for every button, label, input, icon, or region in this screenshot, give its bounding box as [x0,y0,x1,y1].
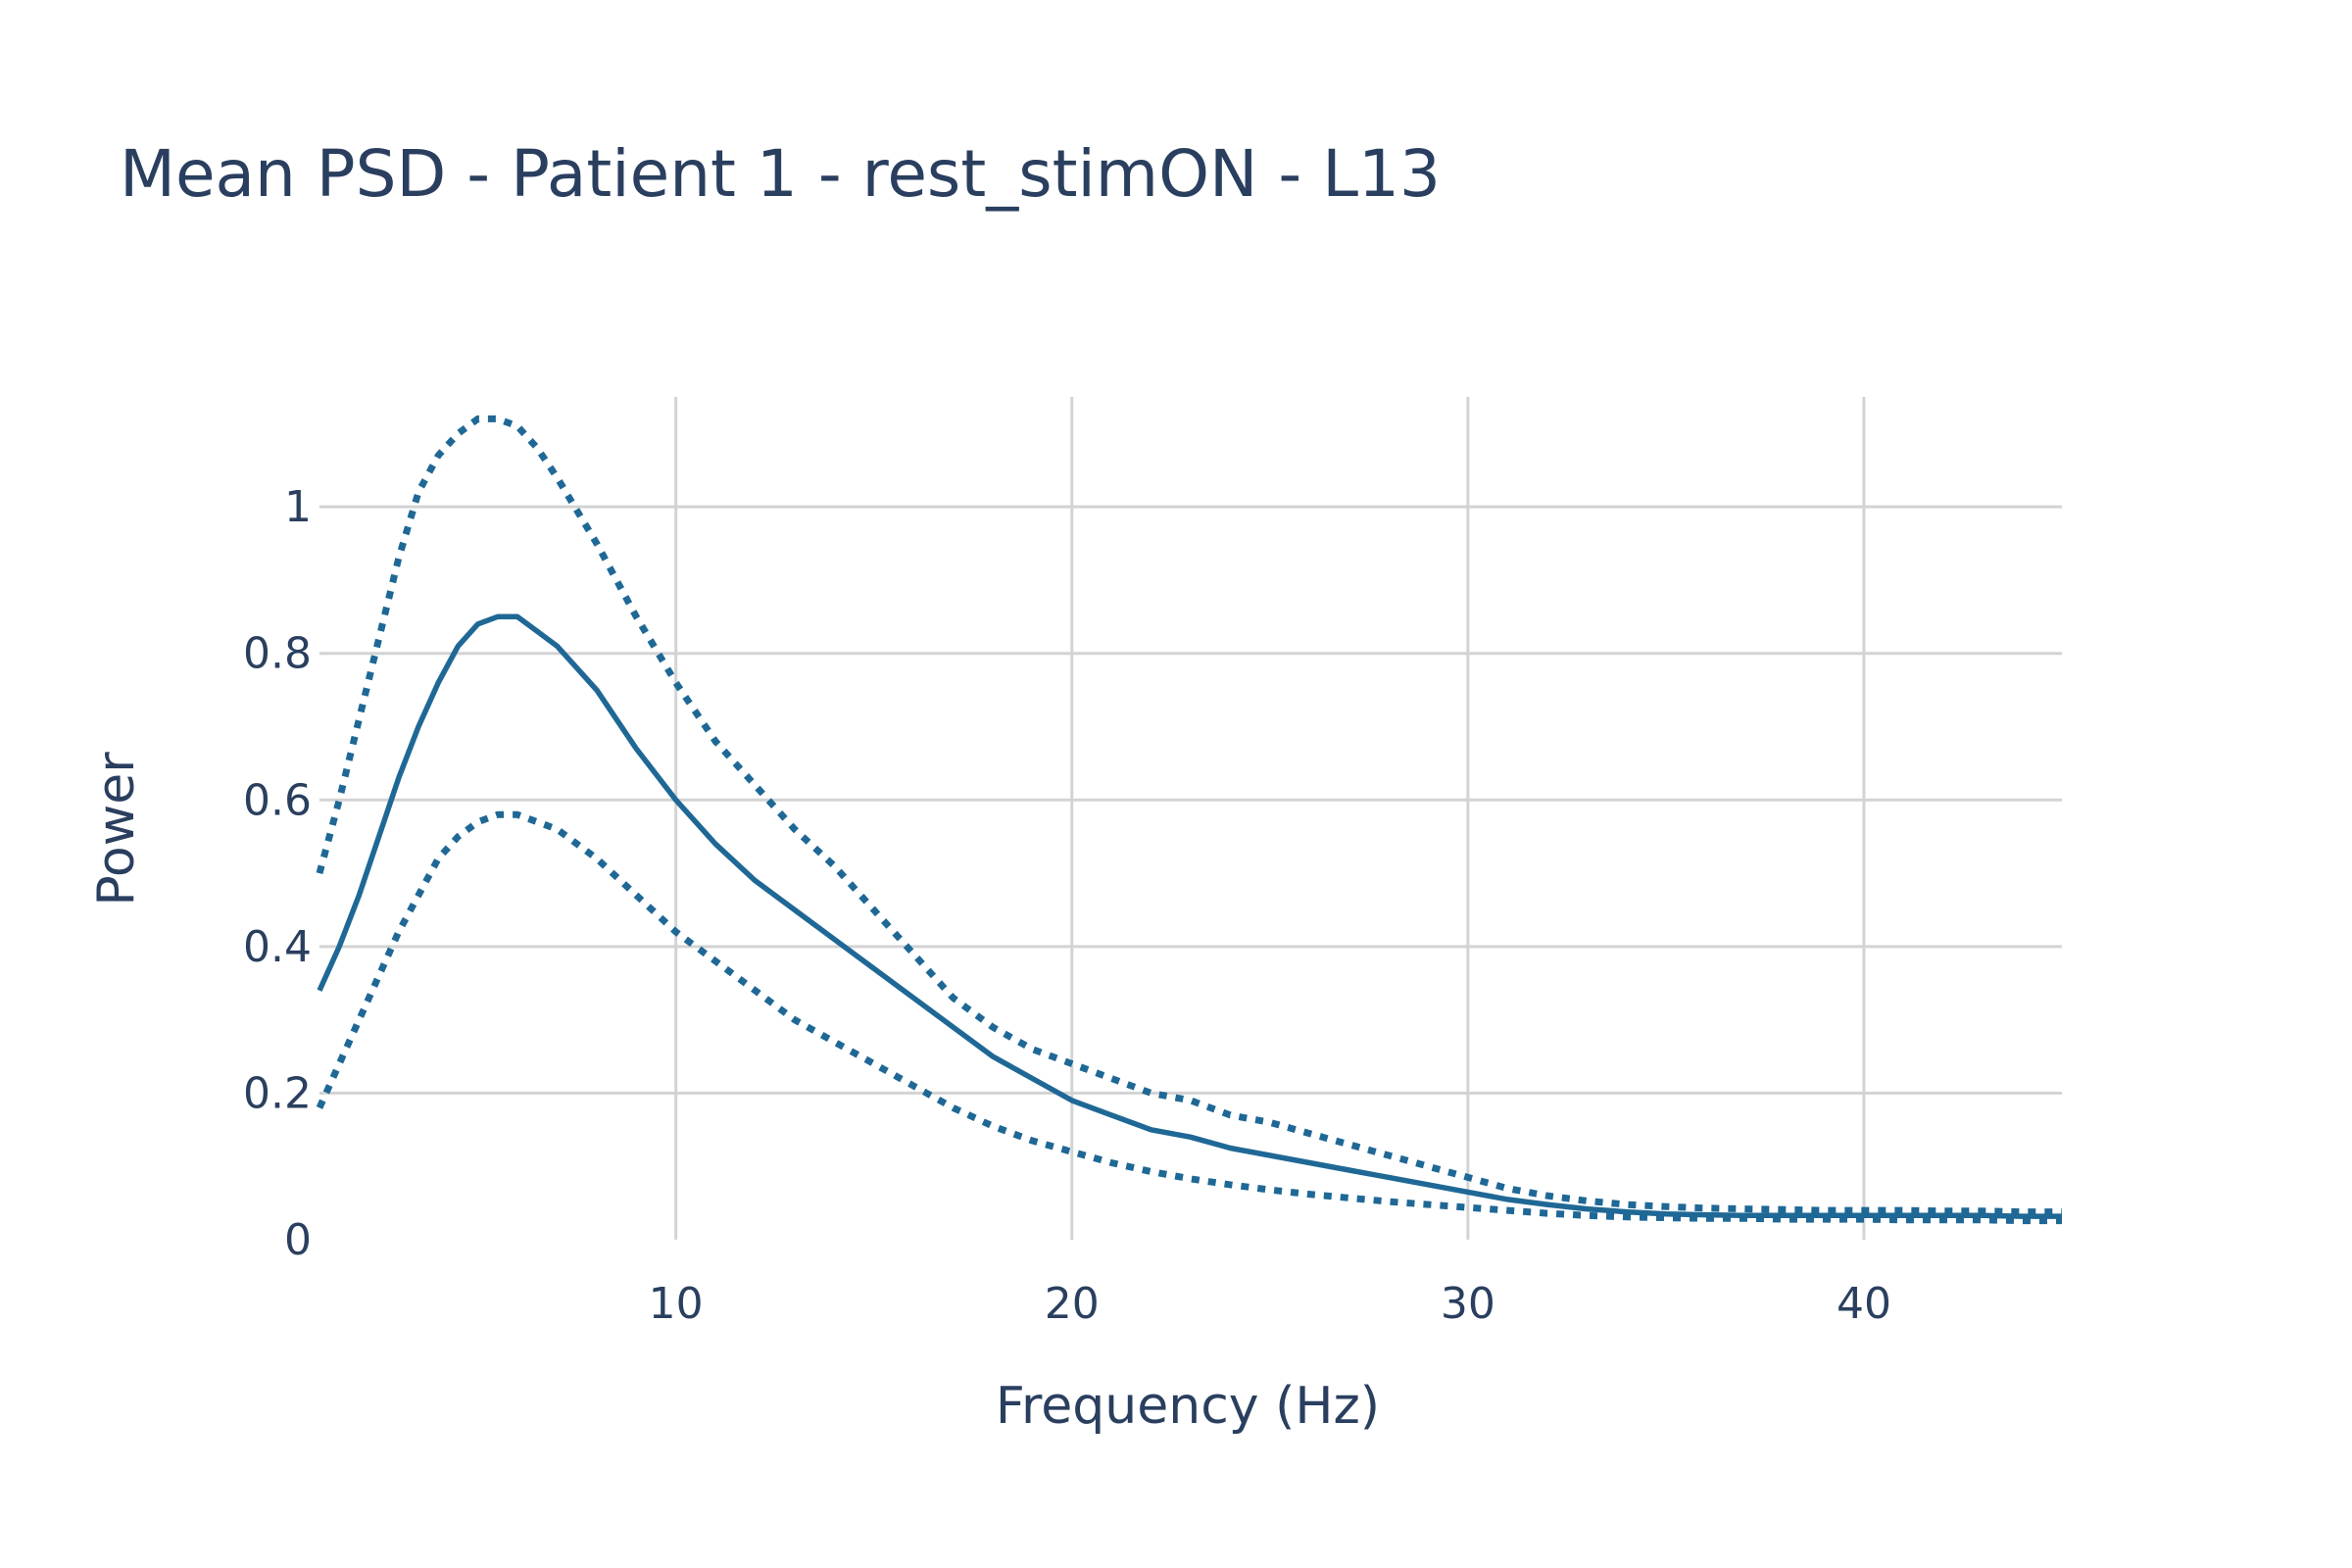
tick-labels: 10 20 30 40 0 0.2 0.4 0.6 0.8 1 [243,482,1891,1329]
y-tick-label: 0.2 [243,1068,312,1118]
solid-series-line [317,613,2062,1219]
y-tick-label: 0 [284,1215,312,1265]
series-lines [316,415,2062,1225]
x-tick-label: 30 [1441,1279,1495,1329]
y-axis-title: Power [87,752,146,906]
y-tick-label: 0.4 [243,922,312,972]
y-tick-label: 0.6 [243,775,312,825]
y-tick-label: 0.8 [243,629,312,679]
x-axis-title: Frequency (Hz) [996,1377,1380,1436]
x-tick-label: 20 [1045,1279,1100,1329]
dotted-series-line-1 [316,415,2062,1216]
x-tick-label: 10 [649,1279,704,1329]
chart-title: Mean PSD - Patient 1 - rest_stimON - L13 [120,136,1441,212]
dotted-series-line-2 [316,810,2062,1225]
grid [319,397,2062,1240]
x-tick-label: 40 [1837,1279,1891,1329]
y-tick-label: 1 [284,482,312,532]
